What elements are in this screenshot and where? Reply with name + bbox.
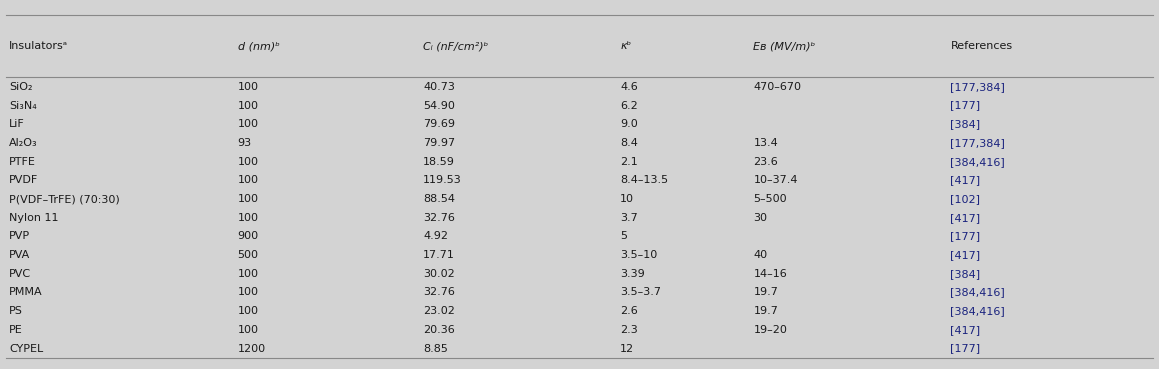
Text: 2.6: 2.6: [620, 306, 637, 316]
Text: [102]: [102]: [950, 194, 981, 204]
Text: 100: 100: [238, 156, 258, 167]
Text: [384,416]: [384,416]: [950, 306, 1005, 316]
Text: 19–20: 19–20: [753, 325, 787, 335]
Text: 6.2: 6.2: [620, 100, 637, 111]
Text: 1200: 1200: [238, 344, 265, 354]
Text: 100: 100: [238, 82, 258, 92]
Text: [384]: [384]: [950, 269, 981, 279]
Text: 14–16: 14–16: [753, 269, 787, 279]
Text: PS: PS: [9, 306, 23, 316]
Text: 8.4: 8.4: [620, 138, 637, 148]
Text: [177,384]: [177,384]: [950, 138, 1005, 148]
Text: 100: 100: [238, 100, 258, 111]
Text: LiF: LiF: [9, 119, 25, 129]
Text: 3.5–10: 3.5–10: [620, 250, 657, 260]
Text: PE: PE: [9, 325, 23, 335]
Text: 10–37.4: 10–37.4: [753, 175, 797, 185]
Text: PVDF: PVDF: [9, 175, 38, 185]
Text: [417]: [417]: [950, 325, 981, 335]
Text: [384,416]: [384,416]: [950, 287, 1005, 297]
Text: Si₃N₄: Si₃N₄: [9, 100, 37, 111]
Text: [384]: [384]: [950, 119, 981, 129]
Text: Cᵢ (nF/cm²)ᵇ: Cᵢ (nF/cm²)ᵇ: [423, 41, 488, 51]
Text: 2.1: 2.1: [620, 156, 637, 167]
Text: 93: 93: [238, 138, 252, 148]
Text: 32.76: 32.76: [423, 213, 455, 223]
Text: 2.3: 2.3: [620, 325, 637, 335]
Text: Al₂O₃: Al₂O₃: [9, 138, 38, 148]
Text: 3.5–3.7: 3.5–3.7: [620, 287, 661, 297]
Text: [177]: [177]: [950, 100, 981, 111]
Text: Insulatorsᵃ: Insulatorsᵃ: [9, 41, 68, 51]
Text: 3.7: 3.7: [620, 213, 637, 223]
Text: 9.0: 9.0: [620, 119, 637, 129]
Text: PVC: PVC: [9, 269, 31, 279]
Text: [417]: [417]: [950, 213, 981, 223]
Text: 40: 40: [753, 250, 767, 260]
Text: Eʙ (MV/m)ᵇ: Eʙ (MV/m)ᵇ: [753, 41, 816, 51]
Text: 18.59: 18.59: [423, 156, 455, 167]
Text: [177]: [177]: [950, 231, 981, 241]
Text: 17.71: 17.71: [423, 250, 455, 260]
Text: 100: 100: [238, 213, 258, 223]
Text: 32.76: 32.76: [423, 287, 455, 297]
Text: 19.7: 19.7: [753, 287, 778, 297]
Text: 54.90: 54.90: [423, 100, 455, 111]
Text: 5: 5: [620, 231, 627, 241]
Text: 100: 100: [238, 194, 258, 204]
Text: 8.85: 8.85: [423, 344, 447, 354]
Text: 4.92: 4.92: [423, 231, 449, 241]
Text: [177,384]: [177,384]: [950, 82, 1005, 92]
Text: 100: 100: [238, 287, 258, 297]
Text: 119.53: 119.53: [423, 175, 461, 185]
Text: 100: 100: [238, 306, 258, 316]
Text: 5–500: 5–500: [753, 194, 787, 204]
Text: 23.6: 23.6: [753, 156, 778, 167]
Text: CYPEL: CYPEL: [9, 344, 44, 354]
Text: SiO₂: SiO₂: [9, 82, 32, 92]
Text: d (nm)ᵇ: d (nm)ᵇ: [238, 41, 279, 51]
Text: 12: 12: [620, 344, 634, 354]
Text: 40.73: 40.73: [423, 82, 455, 92]
Text: [417]: [417]: [950, 250, 981, 260]
Text: 13.4: 13.4: [753, 138, 778, 148]
Text: [177]: [177]: [950, 344, 981, 354]
Text: P(VDF–TrFE) (70:30): P(VDF–TrFE) (70:30): [9, 194, 121, 204]
Text: Nylon 11: Nylon 11: [9, 213, 59, 223]
Text: 100: 100: [238, 325, 258, 335]
Text: 470–670: 470–670: [753, 82, 801, 92]
Text: 10: 10: [620, 194, 634, 204]
Text: PVP: PVP: [9, 231, 30, 241]
Text: 20.36: 20.36: [423, 325, 454, 335]
Text: 500: 500: [238, 250, 258, 260]
Text: 19.7: 19.7: [753, 306, 778, 316]
Text: PMMA: PMMA: [9, 287, 43, 297]
Text: PVA: PVA: [9, 250, 30, 260]
Text: 4.6: 4.6: [620, 82, 637, 92]
Text: 79.69: 79.69: [423, 119, 455, 129]
Text: 79.97: 79.97: [423, 138, 455, 148]
Text: 23.02: 23.02: [423, 306, 455, 316]
Text: References: References: [950, 41, 1013, 51]
Text: 100: 100: [238, 119, 258, 129]
Text: κᵇ: κᵇ: [620, 41, 632, 51]
Text: 30.02: 30.02: [423, 269, 454, 279]
Text: 900: 900: [238, 231, 258, 241]
Text: [417]: [417]: [950, 175, 981, 185]
Text: [384,416]: [384,416]: [950, 156, 1005, 167]
Text: 3.39: 3.39: [620, 269, 644, 279]
Text: 100: 100: [238, 175, 258, 185]
Text: 88.54: 88.54: [423, 194, 455, 204]
Text: 100: 100: [238, 269, 258, 279]
Text: PTFE: PTFE: [9, 156, 36, 167]
Text: 30: 30: [753, 213, 767, 223]
Text: 8.4–13.5: 8.4–13.5: [620, 175, 669, 185]
